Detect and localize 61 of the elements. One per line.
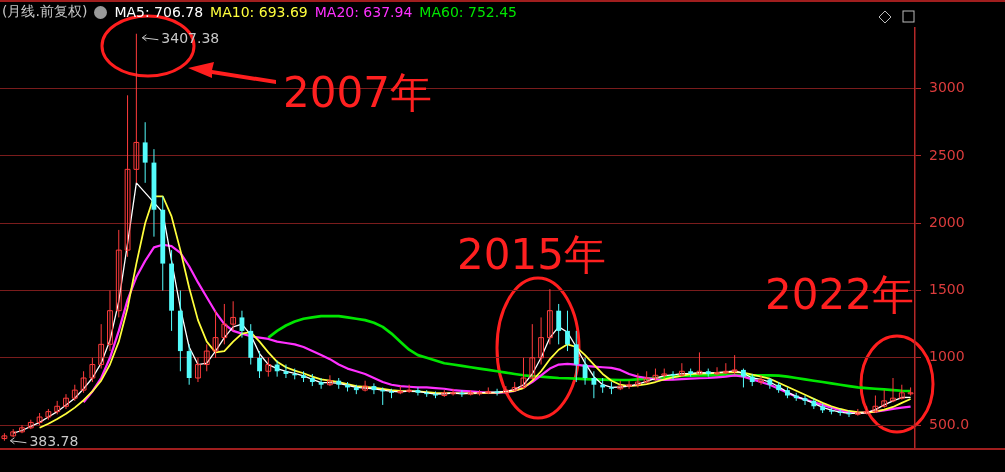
candlestick [327, 374, 333, 387]
y-tick-label: 3000 [929, 79, 965, 96]
candlestick [362, 380, 369, 392]
candlestick [678, 362, 685, 378]
annotation: 383.78 [29, 433, 79, 450]
candlestick [565, 310, 570, 352]
candlestick [502, 385, 509, 395]
candlestick [98, 323, 105, 370]
text: MA20: 637.94 [314, 4, 413, 20]
candlestick [283, 364, 289, 379]
candlestick [529, 323, 536, 380]
candlestick [556, 303, 562, 345]
candlestick [573, 330, 579, 383]
candlestick [546, 288, 553, 345]
text: MA10: 693.69 [210, 4, 308, 20]
candlestick [107, 290, 113, 352]
y-tick-label: 500.0 [929, 415, 970, 432]
candlestick [274, 360, 280, 378]
candlestick [415, 386, 421, 396]
annotation: 2007年 [283, 68, 432, 117]
candlestick [80, 370, 87, 394]
y-tick-label: 1500 [929, 281, 965, 298]
candlestick [133, 33, 140, 184]
candlestick [450, 388, 457, 396]
candlestick [124, 94, 131, 258]
text: MA60: 752.45 [419, 4, 517, 20]
annotation: 2022年 [765, 270, 914, 319]
candlestick [520, 357, 527, 390]
text: MA5: 706.78 [114, 4, 204, 20]
candlestick [89, 357, 96, 383]
y-tick-label: 2000 [929, 213, 965, 230]
candlestick [221, 303, 228, 345]
candlestick [265, 357, 272, 378]
y-tick-label: 1000 [929, 348, 965, 365]
candlestick [634, 372, 641, 388]
candlestick [758, 374, 764, 386]
candlestick [406, 384, 413, 394]
candlestick [195, 357, 201, 383]
candlestick [63, 393, 69, 410]
candlestick [890, 377, 896, 403]
candlestick [230, 300, 237, 332]
candlestick [591, 370, 597, 399]
candlestick [731, 354, 738, 375]
y-tick-label: 2500 [929, 146, 965, 163]
candlestick [142, 121, 148, 184]
candlestick [494, 388, 500, 396]
candlestick [741, 368, 746, 388]
candlestick [371, 382, 377, 395]
candlestick [696, 351, 703, 376]
chart-title: (月线.前复权) [2, 3, 88, 21]
candlestick [802, 395, 808, 406]
candlestick [318, 377, 324, 390]
candlestick [19, 424, 25, 434]
candlestick [115, 229, 122, 318]
candlestick [203, 343, 210, 372]
candlestick [714, 366, 720, 376]
candlestick [538, 316, 544, 366]
annotation: 2015年 [457, 230, 606, 279]
candlestick [212, 310, 219, 359]
candlestick [257, 350, 262, 379]
candlestick [626, 380, 632, 390]
